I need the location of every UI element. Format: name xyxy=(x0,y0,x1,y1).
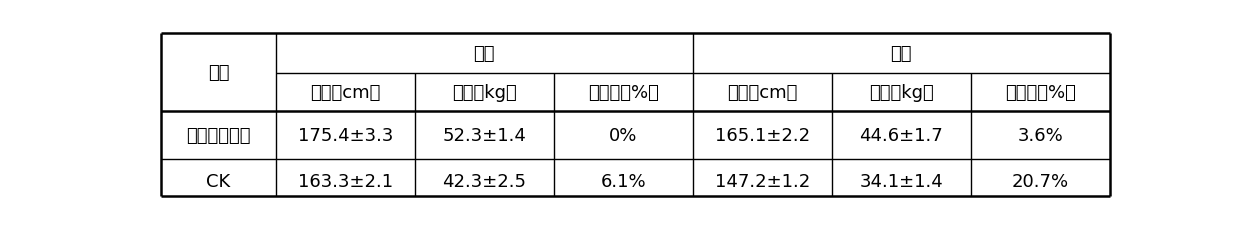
Text: 20.7%: 20.7% xyxy=(1012,172,1069,190)
Text: 发病率（%）: 发病率（%） xyxy=(588,84,658,101)
Text: 44.6±1.7: 44.6±1.7 xyxy=(859,126,944,144)
Text: 秋季: 秋季 xyxy=(890,44,913,62)
Text: 产量（kg）: 产量（kg） xyxy=(453,84,517,101)
Text: 处理: 处理 xyxy=(208,64,229,81)
Text: 春季: 春季 xyxy=(474,44,495,62)
Text: 株高（cm）: 株高（cm） xyxy=(310,84,381,101)
Text: 发病率（%）: 发病率（%） xyxy=(1004,84,1076,101)
Text: 34.1±1.4: 34.1±1.4 xyxy=(859,172,944,190)
Text: 175.4±3.3: 175.4±3.3 xyxy=(298,126,393,144)
Text: 163.3±2.1: 163.3±2.1 xyxy=(298,172,393,190)
Text: 复合菌剂处理: 复合菌剂处理 xyxy=(186,126,250,144)
Text: 株高（cm）: 株高（cm） xyxy=(727,84,797,101)
Text: CK: CK xyxy=(206,172,231,190)
Text: 0%: 0% xyxy=(609,126,637,144)
Text: 147.2±1.2: 147.2±1.2 xyxy=(714,172,810,190)
Text: 165.1±2.2: 165.1±2.2 xyxy=(714,126,810,144)
Text: 42.3±2.5: 42.3±2.5 xyxy=(443,172,526,190)
Text: 52.3±1.4: 52.3±1.4 xyxy=(443,126,526,144)
Text: 产量（kg）: 产量（kg） xyxy=(869,84,934,101)
Text: 6.1%: 6.1% xyxy=(600,172,646,190)
Text: 3.6%: 3.6% xyxy=(1018,126,1063,144)
